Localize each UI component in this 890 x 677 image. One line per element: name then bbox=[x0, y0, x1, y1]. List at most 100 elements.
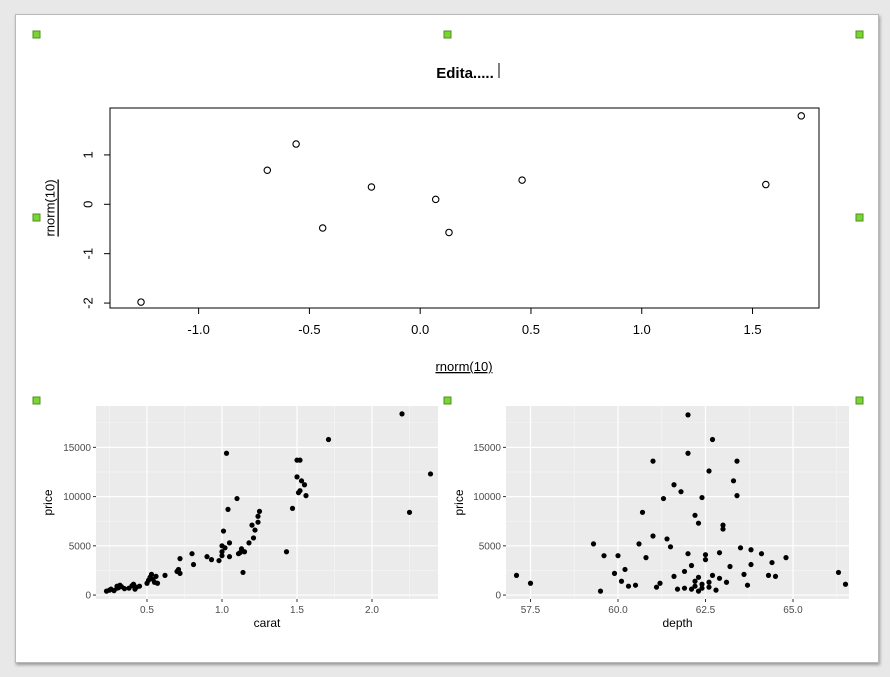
y-tick-label: -1 bbox=[81, 248, 96, 260]
data-point bbox=[518, 176, 526, 184]
data-point bbox=[681, 568, 688, 575]
document-page: Edita..... -1.0 -0.5 0.0 0.5 1.0 1.5 -2 -1 0 1 rno… bbox=[15, 14, 879, 663]
y-tick-label: 0 bbox=[81, 201, 96, 208]
selection-handle-top-left[interactable] bbox=[32, 30, 41, 39]
selection-handle-top-right[interactable] bbox=[855, 30, 864, 39]
data-point bbox=[681, 585, 688, 591]
selection-handle-lower-center[interactable] bbox=[443, 396, 452, 405]
data-point bbox=[706, 468, 712, 474]
data-point bbox=[643, 555, 649, 561]
data-point bbox=[678, 489, 684, 495]
data-point bbox=[219, 549, 225, 555]
x-tick-label: 0.0 bbox=[411, 322, 429, 337]
data-point bbox=[148, 571, 155, 577]
data-point bbox=[154, 580, 161, 586]
x-tick-label: -1.0 bbox=[187, 322, 209, 337]
x-tick-label: -0.5 bbox=[298, 322, 320, 337]
data-point bbox=[657, 580, 663, 586]
selection-handle-middle-left[interactable] bbox=[32, 213, 41, 222]
y-tick-label: 15000 bbox=[473, 443, 501, 454]
chart-title[interactable]: Edita..... bbox=[436, 65, 494, 82]
data-point bbox=[667, 544, 674, 550]
data-point bbox=[255, 513, 261, 519]
y-axis-label: price bbox=[41, 489, 55, 515]
data-point bbox=[744, 582, 751, 588]
data-point bbox=[730, 478, 737, 484]
data-point bbox=[226, 554, 233, 560]
data-point bbox=[249, 522, 255, 528]
data-point bbox=[748, 561, 754, 568]
selection-handle-lower-left[interactable] bbox=[32, 396, 41, 405]
data-point bbox=[325, 436, 332, 443]
data-point bbox=[720, 526, 726, 532]
x-tick-label: 1.5 bbox=[290, 605, 304, 616]
data-point bbox=[741, 571, 747, 577]
y-axis-label: price bbox=[452, 489, 466, 515]
data-point bbox=[727, 563, 733, 570]
data-point bbox=[758, 551, 765, 557]
data-point bbox=[222, 545, 228, 551]
data-point bbox=[237, 550, 243, 556]
y-tick-label: 10000 bbox=[63, 492, 91, 503]
selection-handle-top-center[interactable] bbox=[443, 30, 452, 39]
data-point bbox=[737, 545, 744, 551]
data-point bbox=[835, 569, 842, 576]
selection-handle-lower-right[interactable] bbox=[855, 396, 864, 405]
data-point bbox=[671, 573, 677, 579]
data-point bbox=[611, 570, 618, 576]
data-point bbox=[297, 488, 303, 494]
data-point bbox=[706, 584, 712, 590]
x-axis-label: rnorm(10) bbox=[435, 359, 492, 374]
x-tick-label: 1.0 bbox=[215, 605, 229, 616]
data-point bbox=[298, 478, 305, 484]
data-point bbox=[250, 535, 257, 541]
data-point bbox=[688, 562, 695, 569]
data-point bbox=[527, 580, 534, 586]
data-point bbox=[256, 508, 263, 514]
x-tick-label: 62.5 bbox=[696, 605, 716, 616]
selection-handle-middle-right[interactable] bbox=[855, 213, 864, 222]
data-point bbox=[223, 450, 230, 456]
data-point bbox=[783, 555, 789, 561]
data-point bbox=[674, 586, 681, 592]
data-point bbox=[590, 541, 597, 547]
data-point bbox=[220, 528, 227, 534]
data-point bbox=[255, 519, 261, 525]
data-point bbox=[208, 557, 215, 563]
data-point bbox=[226, 540, 233, 546]
data-point bbox=[297, 457, 303, 463]
data-point bbox=[769, 559, 775, 566]
y-tick-label: -2 bbox=[81, 297, 96, 309]
data-point bbox=[709, 572, 716, 578]
x-tick-label: 60.0 bbox=[608, 605, 628, 616]
data-point bbox=[639, 509, 646, 515]
y-axis-label: rnorm(10) bbox=[43, 179, 58, 236]
data-point bbox=[664, 536, 670, 542]
data-point bbox=[772, 573, 779, 579]
data-point bbox=[695, 588, 702, 594]
data-point bbox=[636, 541, 642, 547]
y-tick-label: 5000 bbox=[69, 541, 92, 552]
data-point bbox=[688, 586, 695, 592]
data-point bbox=[702, 557, 709, 563]
y-tick-label: 0 bbox=[85, 591, 91, 602]
data-point bbox=[318, 224, 327, 232]
data-point bbox=[797, 112, 806, 120]
panel-background bbox=[506, 406, 849, 599]
data-point bbox=[177, 570, 183, 576]
data-point bbox=[219, 553, 225, 559]
data-point bbox=[252, 527, 258, 533]
data-point bbox=[650, 458, 656, 464]
x-tick-label: 57.5 bbox=[521, 605, 541, 616]
panel-background bbox=[96, 406, 438, 599]
data-point bbox=[190, 561, 197, 568]
data-point bbox=[716, 575, 723, 581]
data-point bbox=[121, 586, 128, 592]
data-point bbox=[699, 581, 705, 587]
data-point bbox=[720, 522, 726, 528]
data-point bbox=[234, 495, 240, 502]
data-point bbox=[246, 540, 252, 546]
data-point bbox=[301, 482, 308, 488]
depth-price-scatter-plot: 57.5 60.0 62.5 65.0 0 5000 10000 15000 depth pric… bbox=[452, 406, 849, 630]
data-point bbox=[204, 554, 210, 560]
